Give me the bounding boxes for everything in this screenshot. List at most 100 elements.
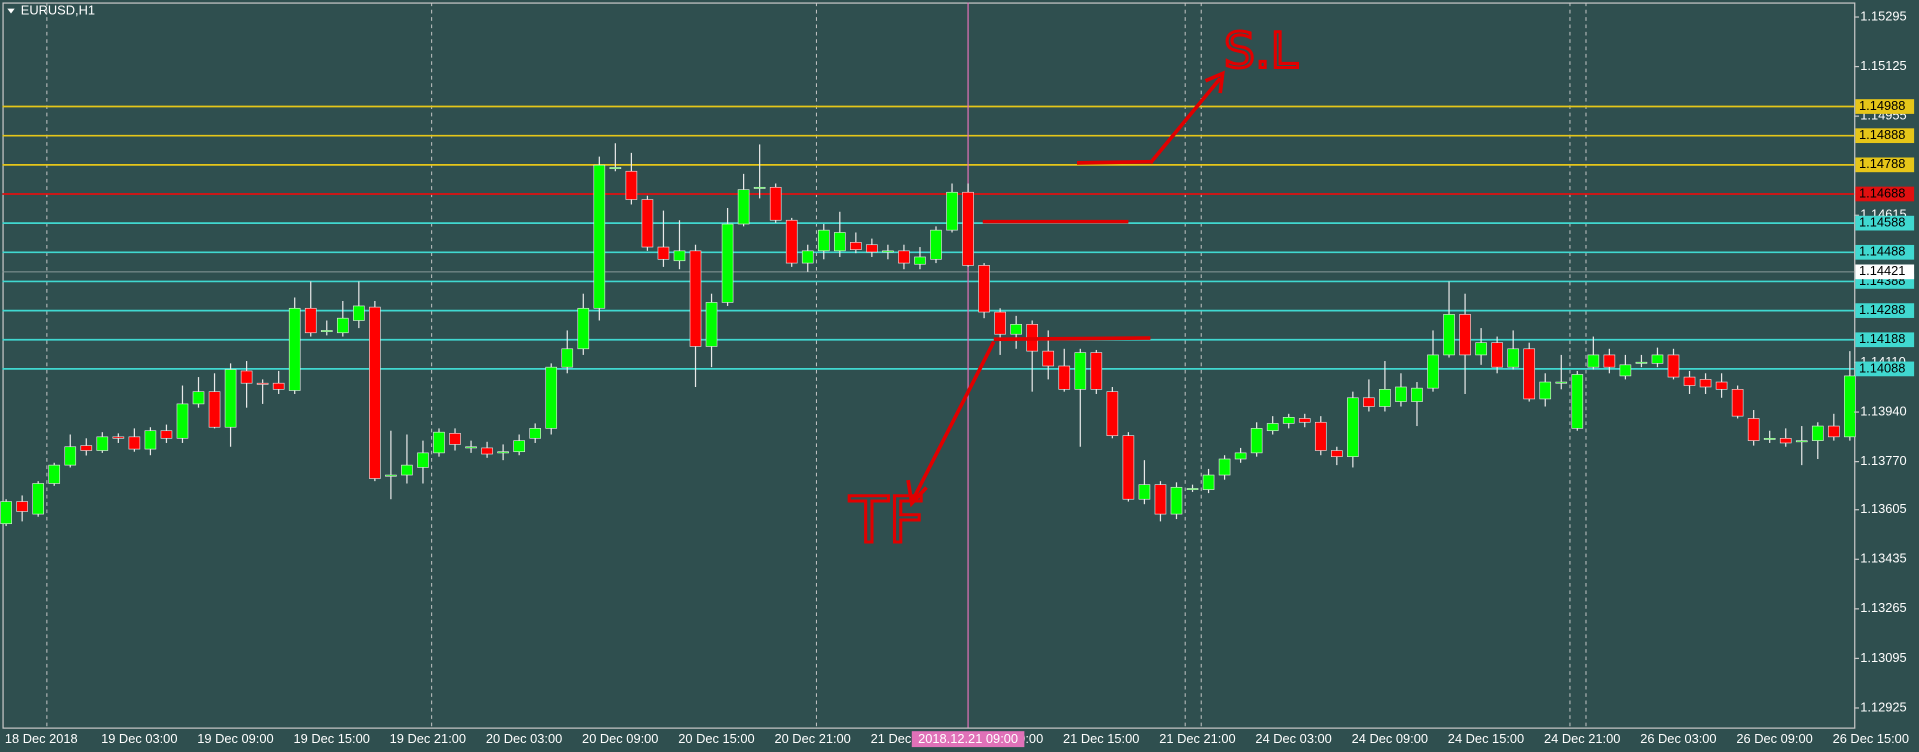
x-tick-label: 19 Dec 09:00: [197, 731, 273, 746]
candle-body: [946, 191, 958, 231]
x-tick-label: 19 Dec 03:00: [101, 731, 177, 746]
candle-body: [1379, 389, 1391, 407]
candle-body: [1507, 348, 1519, 368]
level-label: 1.14288: [1859, 302, 1905, 317]
candle-body: [1186, 488, 1199, 490]
level-label: 1.14888: [1859, 127, 1905, 142]
candle-body: [1731, 389, 1744, 417]
candle-body: [1811, 425, 1824, 441]
candle-body: [641, 199, 654, 248]
candle-body: [160, 430, 173, 439]
candle-body: [785, 219, 798, 264]
candle-body: [1555, 381, 1568, 384]
levels: [2, 2, 1855, 728]
arrow-head: [1204, 70, 1225, 94]
candle-body: [1122, 435, 1135, 500]
candle-body: [914, 256, 926, 265]
candle-body: [385, 474, 397, 477]
drawn-line: [1076, 159, 1153, 165]
plot-frame: [2, 2, 1856, 729]
candle-body: [737, 189, 750, 225]
candle-body: [304, 307, 317, 334]
candle-body: [609, 167, 622, 169]
candle-body: [1411, 387, 1423, 402]
candle-body: [1395, 386, 1407, 402]
candle-body: [128, 436, 141, 450]
candle-body: [32, 483, 44, 515]
candle-body: [1363, 397, 1375, 407]
x-tick-label: 21 Dec 21:00: [1159, 731, 1235, 746]
level-label: 1.14988: [1859, 98, 1905, 113]
candle-body: [112, 436, 125, 439]
candle-body: [1443, 314, 1455, 356]
y-tick-label: 1.13265: [1860, 600, 1906, 615]
candle-body: [272, 382, 285, 390]
candle-body: [1475, 342, 1487, 356]
candle-body: [1427, 354, 1439, 389]
candle-body: [497, 451, 509, 454]
candle-body: [353, 305, 365, 321]
x-tick-label: 20 Dec 21:00: [774, 731, 850, 746]
candle-body: [369, 306, 381, 479]
level-label: 1.14588: [1859, 215, 1905, 230]
candle-body: [721, 223, 734, 303]
candle-body: [1587, 354, 1600, 368]
annotation-text: S.L: [1224, 22, 1299, 79]
candle-body: [1635, 361, 1648, 364]
candle-body: [1250, 428, 1263, 454]
x-tick-label: 20 Dec 03:00: [486, 731, 562, 746]
candle-body: [1795, 440, 1808, 443]
level-label: 1.14488: [1859, 244, 1905, 259]
level-label-bg: [1855, 361, 1915, 377]
x-tick-label: 20 Dec 09:00: [582, 731, 658, 746]
candle-body: [1218, 458, 1231, 476]
y-tick-label: 1.13435: [1860, 551, 1906, 566]
x-tick-label: 24 Dec 21:00: [1544, 731, 1620, 746]
drawn-arrow: [1149, 77, 1222, 165]
candle-body: [1202, 474, 1215, 490]
candle-body: [176, 403, 189, 439]
candle-body: [433, 431, 445, 454]
y-tick-label: 1.15125: [1860, 58, 1906, 73]
candle-body: [1138, 484, 1151, 500]
candle-body: [224, 369, 237, 428]
x-tick-label: 24 Dec 09:00: [1352, 731, 1428, 746]
candle-body: [1603, 354, 1616, 368]
level-label-bg: [1855, 128, 1915, 144]
candle-body: [192, 391, 205, 405]
y-tick-label: 1.13095: [1860, 650, 1906, 665]
candle-body: [449, 433, 461, 445]
y-tick-label: 1.12925: [1860, 699, 1906, 714]
candle-body: [1699, 379, 1712, 388]
candle-body: [850, 242, 862, 250]
y-tick-label: 1.13770: [1860, 453, 1906, 468]
candle-body: [1347, 397, 1359, 457]
candle-body: [673, 250, 686, 262]
candle-body: [882, 250, 894, 253]
menu-arrow[interactable]: [7, 8, 15, 14]
level-label-bg: [1855, 157, 1915, 173]
candle-body: [625, 170, 638, 200]
level-label: 1.14788: [1859, 156, 1905, 171]
candle-body: [1042, 350, 1055, 367]
level-label-bg: [1855, 303, 1915, 318]
candle-body: [64, 446, 77, 466]
candle-body: [866, 244, 878, 253]
chart-title: EURUSD,H1: [21, 2, 95, 17]
level-label: 1.14688: [1859, 185, 1905, 200]
candle-body: [994, 311, 1006, 335]
candle-body: [1106, 391, 1119, 436]
candle-body: [1010, 324, 1022, 335]
candle-body: [561, 348, 574, 368]
y-tick-label: 1.13605: [1860, 501, 1906, 516]
period-separators: [46, 2, 1587, 728]
candle-body: [320, 330, 333, 332]
level-label-bg: [1855, 244, 1915, 260]
level-label-bg: [1855, 186, 1915, 202]
candle-body: [401, 464, 413, 476]
candle-body: [336, 317, 349, 334]
candle-body: [481, 447, 493, 455]
